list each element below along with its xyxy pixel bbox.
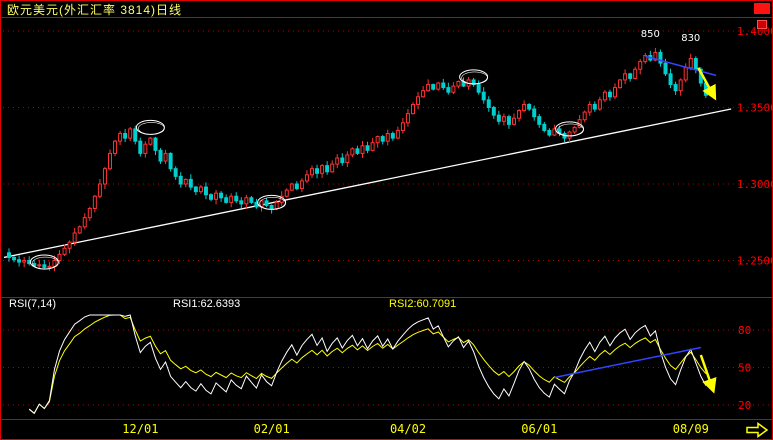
rsi1-line bbox=[28, 314, 707, 415]
price-annotation-label: 830 bbox=[681, 33, 700, 44]
rsi1-value-label: RSI1:62.6393 bbox=[173, 298, 241, 310]
rsi-tick-label: 80 bbox=[738, 324, 751, 337]
date-axis: 12/01 02/01 04/02 06/01 08/09 bbox=[1, 420, 772, 439]
date-label: 02/01 bbox=[253, 422, 290, 436]
circle-annotation bbox=[257, 194, 287, 210]
rsi-indicator-label: RSI(7,14) bbox=[9, 298, 57, 310]
chart-title: 欧元美元(外汇汇率 3814)日线 bbox=[7, 2, 183, 17]
candlestick-chart-canvas[interactable]: 1.40001.35001.30001.2500850830 bbox=[1, 18, 772, 297]
candlestick-series bbox=[7, 47, 708, 272]
circle-annotation bbox=[459, 69, 489, 85]
main-price-chart[interactable]: 1.40001.35001.30001.2500850830 bbox=[1, 18, 772, 298]
rsi2-value-label: RSI2:60.7091 bbox=[389, 298, 457, 310]
date-label: 08/09 bbox=[672, 422, 709, 436]
circle-annotation bbox=[555, 121, 585, 137]
rsi-trendline bbox=[554, 346, 702, 379]
date-label: 04/02 bbox=[389, 422, 427, 436]
rsi-tick-label: 50 bbox=[738, 362, 751, 375]
red-square-icon[interactable] bbox=[754, 3, 770, 14]
price-tick-label: 1.2500 bbox=[737, 255, 772, 268]
rsi-panel[interactable]: 80 50 20 bbox=[1, 312, 772, 420]
date-label: 12/01 bbox=[122, 422, 159, 436]
price-tick-label: 1.3500 bbox=[737, 102, 772, 115]
rsi2-line bbox=[28, 314, 707, 415]
rsi-grid: 80 50 20 bbox=[3, 324, 770, 412]
price-tick-label: 1.3000 bbox=[737, 178, 772, 191]
title-bar: 欧元美元(外汇汇率 3814)日线 bbox=[1, 1, 772, 18]
price-grid: 1.40001.35001.30001.2500 bbox=[3, 25, 772, 268]
next-page-arrow-icon[interactable] bbox=[745, 422, 769, 438]
date-label: 06/01 bbox=[521, 422, 558, 436]
circle-annotation bbox=[29, 254, 59, 270]
down-arrow-annotation bbox=[697, 67, 717, 101]
circle-annotation bbox=[135, 119, 165, 135]
small-red-square-icon[interactable] bbox=[757, 20, 767, 29]
price-annotation-label: 850 bbox=[641, 29, 660, 40]
rsi-header: RSI(7,14) RSI1:62.6393 RSI2:60.7091 bbox=[1, 298, 772, 312]
rsi-tick-label: 20 bbox=[738, 399, 751, 412]
resistance-trendline bbox=[645, 55, 717, 77]
rsi-down-arrow-annotation bbox=[699, 354, 717, 394]
support-trendline bbox=[3, 108, 732, 259]
rsi-chart-canvas[interactable]: 80 50 20 bbox=[1, 312, 772, 419]
